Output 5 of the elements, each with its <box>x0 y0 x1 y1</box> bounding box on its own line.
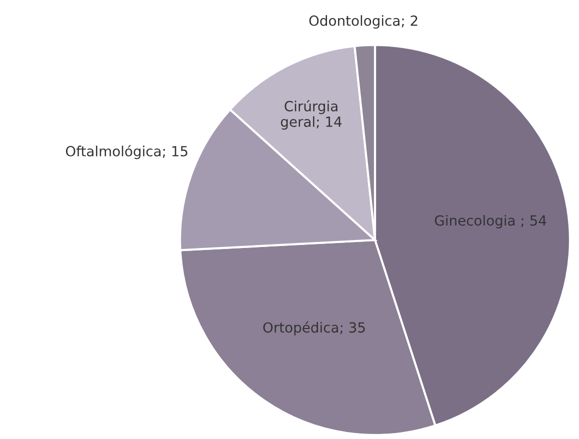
slice-label: Oftalmológica; 15 <box>66 145 188 160</box>
slice-label: Ginecologia ; 54 <box>434 214 546 228</box>
slice-label: Odontologica; 2 <box>309 15 418 29</box>
slice-label: Cirúrgia geral; 14 <box>280 100 342 130</box>
slice-label: Ortopédica; 35 <box>263 321 365 336</box>
